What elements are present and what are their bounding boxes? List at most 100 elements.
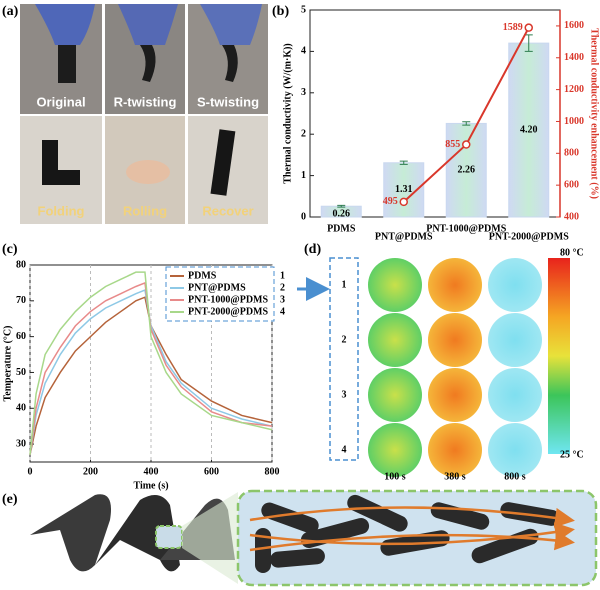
y-tick-label: 50: [16, 367, 26, 378]
y-tick-label: 60: [16, 331, 26, 342]
y-tick-label: 5: [301, 4, 306, 15]
photo-grid: [20, 4, 268, 224]
film: [222, 45, 238, 82]
ribbon: [95, 495, 180, 572]
y2-axis-label: Thermal conductivity enhancement (%): [589, 28, 600, 199]
x-tick-label: 0: [28, 466, 33, 477]
caption: S-twisting: [197, 94, 259, 109]
thermal-image: [428, 258, 482, 312]
x-tick-label: 400: [144, 466, 159, 477]
row-label: 4: [342, 444, 347, 455]
legend-number: 2: [280, 282, 285, 293]
y-tick-label: 1: [301, 170, 306, 181]
data-label: 1589: [503, 22, 523, 33]
marker: [399, 197, 408, 207]
data-label: 855: [445, 139, 460, 150]
row-label: 2: [342, 334, 347, 345]
thermal-image: [368, 423, 422, 477]
dashed-box: [329, 257, 359, 461]
colorbar: [548, 258, 570, 454]
thermal-image: [368, 258, 422, 312]
photo-captions: Original R-twisting S-twisting Folding R…: [36, 94, 259, 218]
thermal-image: [368, 313, 422, 367]
y2-tick-label: 1600: [564, 20, 584, 31]
line: [29, 289, 273, 455]
thermal-image: [488, 423, 542, 477]
column-label: 380 s: [444, 471, 466, 482]
y2-tick-label: 1400: [564, 52, 584, 63]
heat-arrows: [249, 506, 575, 552]
row-label: 1: [342, 279, 347, 290]
colorbar-label: 25 °C: [560, 449, 584, 460]
glove: [118, 4, 178, 45]
y-tick-label: 3: [301, 87, 306, 98]
value-label: 4.20: [520, 124, 538, 135]
row-label: 3: [342, 389, 347, 400]
zoom-cone: [182, 492, 238, 584]
column-label: 100 s: [384, 471, 406, 482]
y-tick-label: 70: [16, 295, 26, 306]
caption: Original: [36, 94, 85, 109]
thermal-image: [428, 313, 482, 367]
colorbar-label: 80 °C: [560, 247, 584, 258]
thermal-image: [368, 368, 422, 422]
line: [29, 281, 273, 455]
legend-label: PDMS: [188, 270, 217, 281]
x-tick-label: PNT@PDMS: [375, 231, 433, 242]
y-tick-label: 30: [16, 438, 26, 449]
legend-number: 4: [280, 306, 285, 317]
glove: [200, 4, 262, 45]
caption: Rolling: [123, 203, 167, 218]
column-label: 800 s: [504, 471, 526, 482]
legend-label: PNT-2000@PDMS: [188, 306, 268, 317]
finger: [126, 160, 170, 184]
y2-tick-label: 1000: [564, 116, 584, 127]
y-tick-label: 4: [301, 46, 306, 57]
legend-number: 3: [280, 294, 285, 305]
panel-label: (a): [2, 4, 19, 19]
x-tick-label: PDMS: [327, 223, 356, 234]
y-tick-label: 2: [301, 128, 306, 139]
y-tick-label: 40: [16, 403, 26, 414]
y2-tick-label: 800: [564, 148, 579, 159]
bar: [508, 42, 550, 218]
x-tick-label: 600: [204, 466, 219, 477]
schematic: [30, 489, 598, 587]
marker: [462, 140, 471, 149]
y2-tick-label: 400: [564, 211, 579, 222]
panel-label: (b): [272, 4, 289, 19]
thermal-image: [488, 313, 542, 367]
caption: Folding: [38, 203, 85, 218]
thermal-image: [428, 423, 482, 477]
panel-label: (e): [2, 492, 18, 507]
error-bar: [462, 121, 471, 126]
film: [42, 140, 80, 185]
film: [58, 45, 76, 83]
y-axis-label: Temperature (°C): [2, 326, 13, 402]
thermal-images: 80 °C 25 °C 1 2 3 4 100 s 380 s 800 s: [297, 247, 584, 482]
thermal-image: [428, 368, 482, 422]
value-label: 2.26: [458, 165, 476, 176]
x-tick-label: PNT-1000@PDMS: [426, 223, 506, 234]
error-bar: [524, 34, 533, 52]
y-tick-label: 80: [16, 259, 26, 270]
error-bar: [337, 204, 346, 208]
value-label: 1.31: [395, 184, 413, 195]
glove: [35, 4, 95, 45]
value-label: 0.26: [333, 209, 351, 220]
legend-number: 1: [280, 270, 285, 281]
panel-label: (c): [2, 242, 18, 257]
caption: Recover: [202, 203, 253, 218]
zoom-box: [155, 525, 183, 549]
thermal-image: [488, 368, 542, 422]
ribbon: [30, 494, 111, 572]
marker: [524, 23, 533, 32]
line: [29, 296, 273, 455]
error-bar: [399, 160, 408, 165]
bar: [445, 122, 487, 218]
data-label: 495: [383, 196, 398, 207]
film: [210, 129, 236, 196]
y-axis-label: Thermal conductivity (W/(m·K)): [282, 43, 293, 184]
x-tick-label: 800: [265, 466, 280, 477]
